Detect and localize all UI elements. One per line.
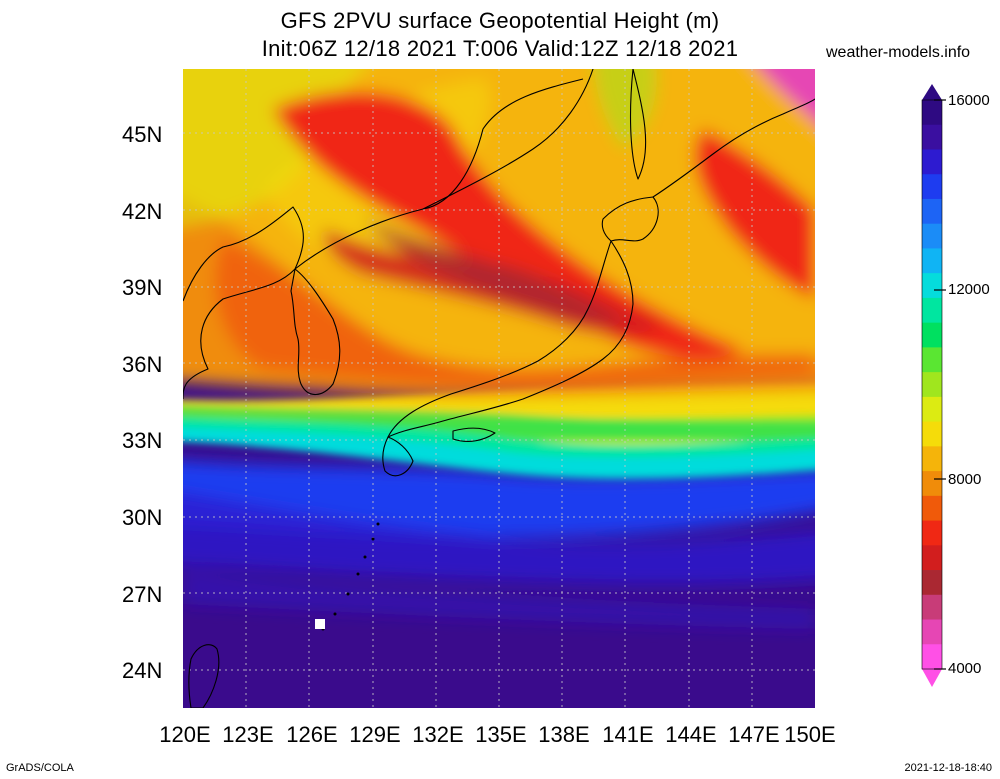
lat-tick-45N: 45N bbox=[122, 122, 163, 147]
colorbar-segment bbox=[922, 198, 942, 225]
colorbar-label-4000: 4000 bbox=[948, 660, 982, 677]
colorbar-label-16000: 16000 bbox=[948, 92, 990, 109]
colorbar-segment bbox=[922, 322, 942, 348]
colorbar-segment bbox=[922, 297, 942, 324]
colorbar-segment bbox=[922, 100, 942, 126]
colorbar-segment bbox=[922, 495, 942, 522]
korean-peninsula bbox=[290, 268, 341, 396]
kuril-islands bbox=[652, 98, 815, 198]
lat-tick-33N: 33N bbox=[122, 428, 163, 453]
colorbar-upper-cap bbox=[922, 84, 942, 100]
lon-tick-126E: 126E bbox=[286, 722, 338, 747]
honshu bbox=[387, 240, 634, 438]
ryukyu-islands bbox=[321, 522, 380, 631]
lon-tick-135E: 135E bbox=[475, 722, 527, 747]
colorbar-segment bbox=[922, 594, 942, 621]
colorbar-segment bbox=[922, 273, 942, 299]
brand-label: weather-models.info bbox=[826, 44, 971, 61]
map-subtitle: Init:06Z 12/18 2021 T:006 Valid:12Z 12/1… bbox=[261, 36, 739, 61]
manchuria-border bbox=[294, 78, 584, 270]
lat-tick-39N: 39N bbox=[122, 275, 163, 300]
kyushu bbox=[382, 436, 414, 477]
colorbar-segment bbox=[922, 570, 942, 596]
taiwan bbox=[188, 644, 220, 708]
shikoku bbox=[452, 427, 496, 442]
lat-lon-grid bbox=[183, 69, 815, 708]
colorbar-segment bbox=[922, 471, 942, 497]
colorbar-segment bbox=[922, 520, 942, 546]
lat-tick-36N: 36N bbox=[122, 352, 163, 377]
colorbar-label-8000: 8000 bbox=[948, 471, 982, 488]
colorbar-ticks bbox=[934, 99, 946, 670]
lat-tick-24N: 24N bbox=[122, 658, 163, 683]
colorbar-segment bbox=[922, 223, 942, 250]
colorbar-segment bbox=[922, 396, 942, 423]
hokkaido bbox=[601, 196, 659, 242]
colorbar-segments bbox=[921, 84, 943, 687]
lon-tick-141E: 141E bbox=[602, 722, 654, 747]
colorbar-lower-cap bbox=[922, 669, 942, 687]
colorbar-segment bbox=[922, 446, 942, 472]
lon-tick-150E: 150E bbox=[784, 722, 836, 747]
lon-tick-144E: 144E bbox=[665, 722, 717, 747]
footer-software-label: GrADS/COLA bbox=[6, 762, 74, 774]
colorbar-segment bbox=[922, 174, 942, 200]
colorbar-segment bbox=[922, 619, 942, 645]
lat-tick-27N: 27N bbox=[122, 582, 163, 607]
map-plot-area bbox=[183, 69, 815, 708]
colorbar-segment bbox=[922, 124, 942, 151]
footer-timestamp: 2021-12-18-18:40 bbox=[904, 762, 992, 774]
lat-tick-30N: 30N bbox=[122, 505, 163, 530]
colorbar-segment bbox=[922, 644, 942, 670]
russia-coast bbox=[422, 69, 594, 210]
coastlines bbox=[183, 69, 815, 708]
lon-tick-120E: 120E bbox=[159, 722, 211, 747]
lon-tick-132E: 132E bbox=[412, 722, 464, 747]
colorbar-segment bbox=[922, 545, 942, 571]
colorbar-label-12000: 12000 bbox=[948, 281, 990, 298]
colorbar-segment bbox=[922, 421, 942, 447]
colorbar-segment bbox=[922, 372, 942, 398]
sakhalin bbox=[629, 69, 647, 180]
lon-tick-138E: 138E bbox=[538, 722, 590, 747]
missing-data-box bbox=[315, 619, 325, 629]
map-title: GFS 2PVU surface Geopotential Height (m) bbox=[280, 8, 720, 33]
lon-tick-129E: 129E bbox=[349, 722, 401, 747]
colorbar-segment bbox=[922, 149, 942, 175]
colorbar-segment bbox=[922, 248, 942, 274]
lon-tick-123E: 123E bbox=[222, 722, 274, 747]
colorbar bbox=[921, 84, 946, 687]
geopotential-height-field bbox=[183, 69, 815, 708]
lat-tick-42N: 42N bbox=[122, 199, 163, 224]
colorbar-frame bbox=[921, 99, 943, 670]
colorbar-segment bbox=[922, 347, 942, 373]
lon-tick-147E: 147E bbox=[728, 722, 780, 747]
